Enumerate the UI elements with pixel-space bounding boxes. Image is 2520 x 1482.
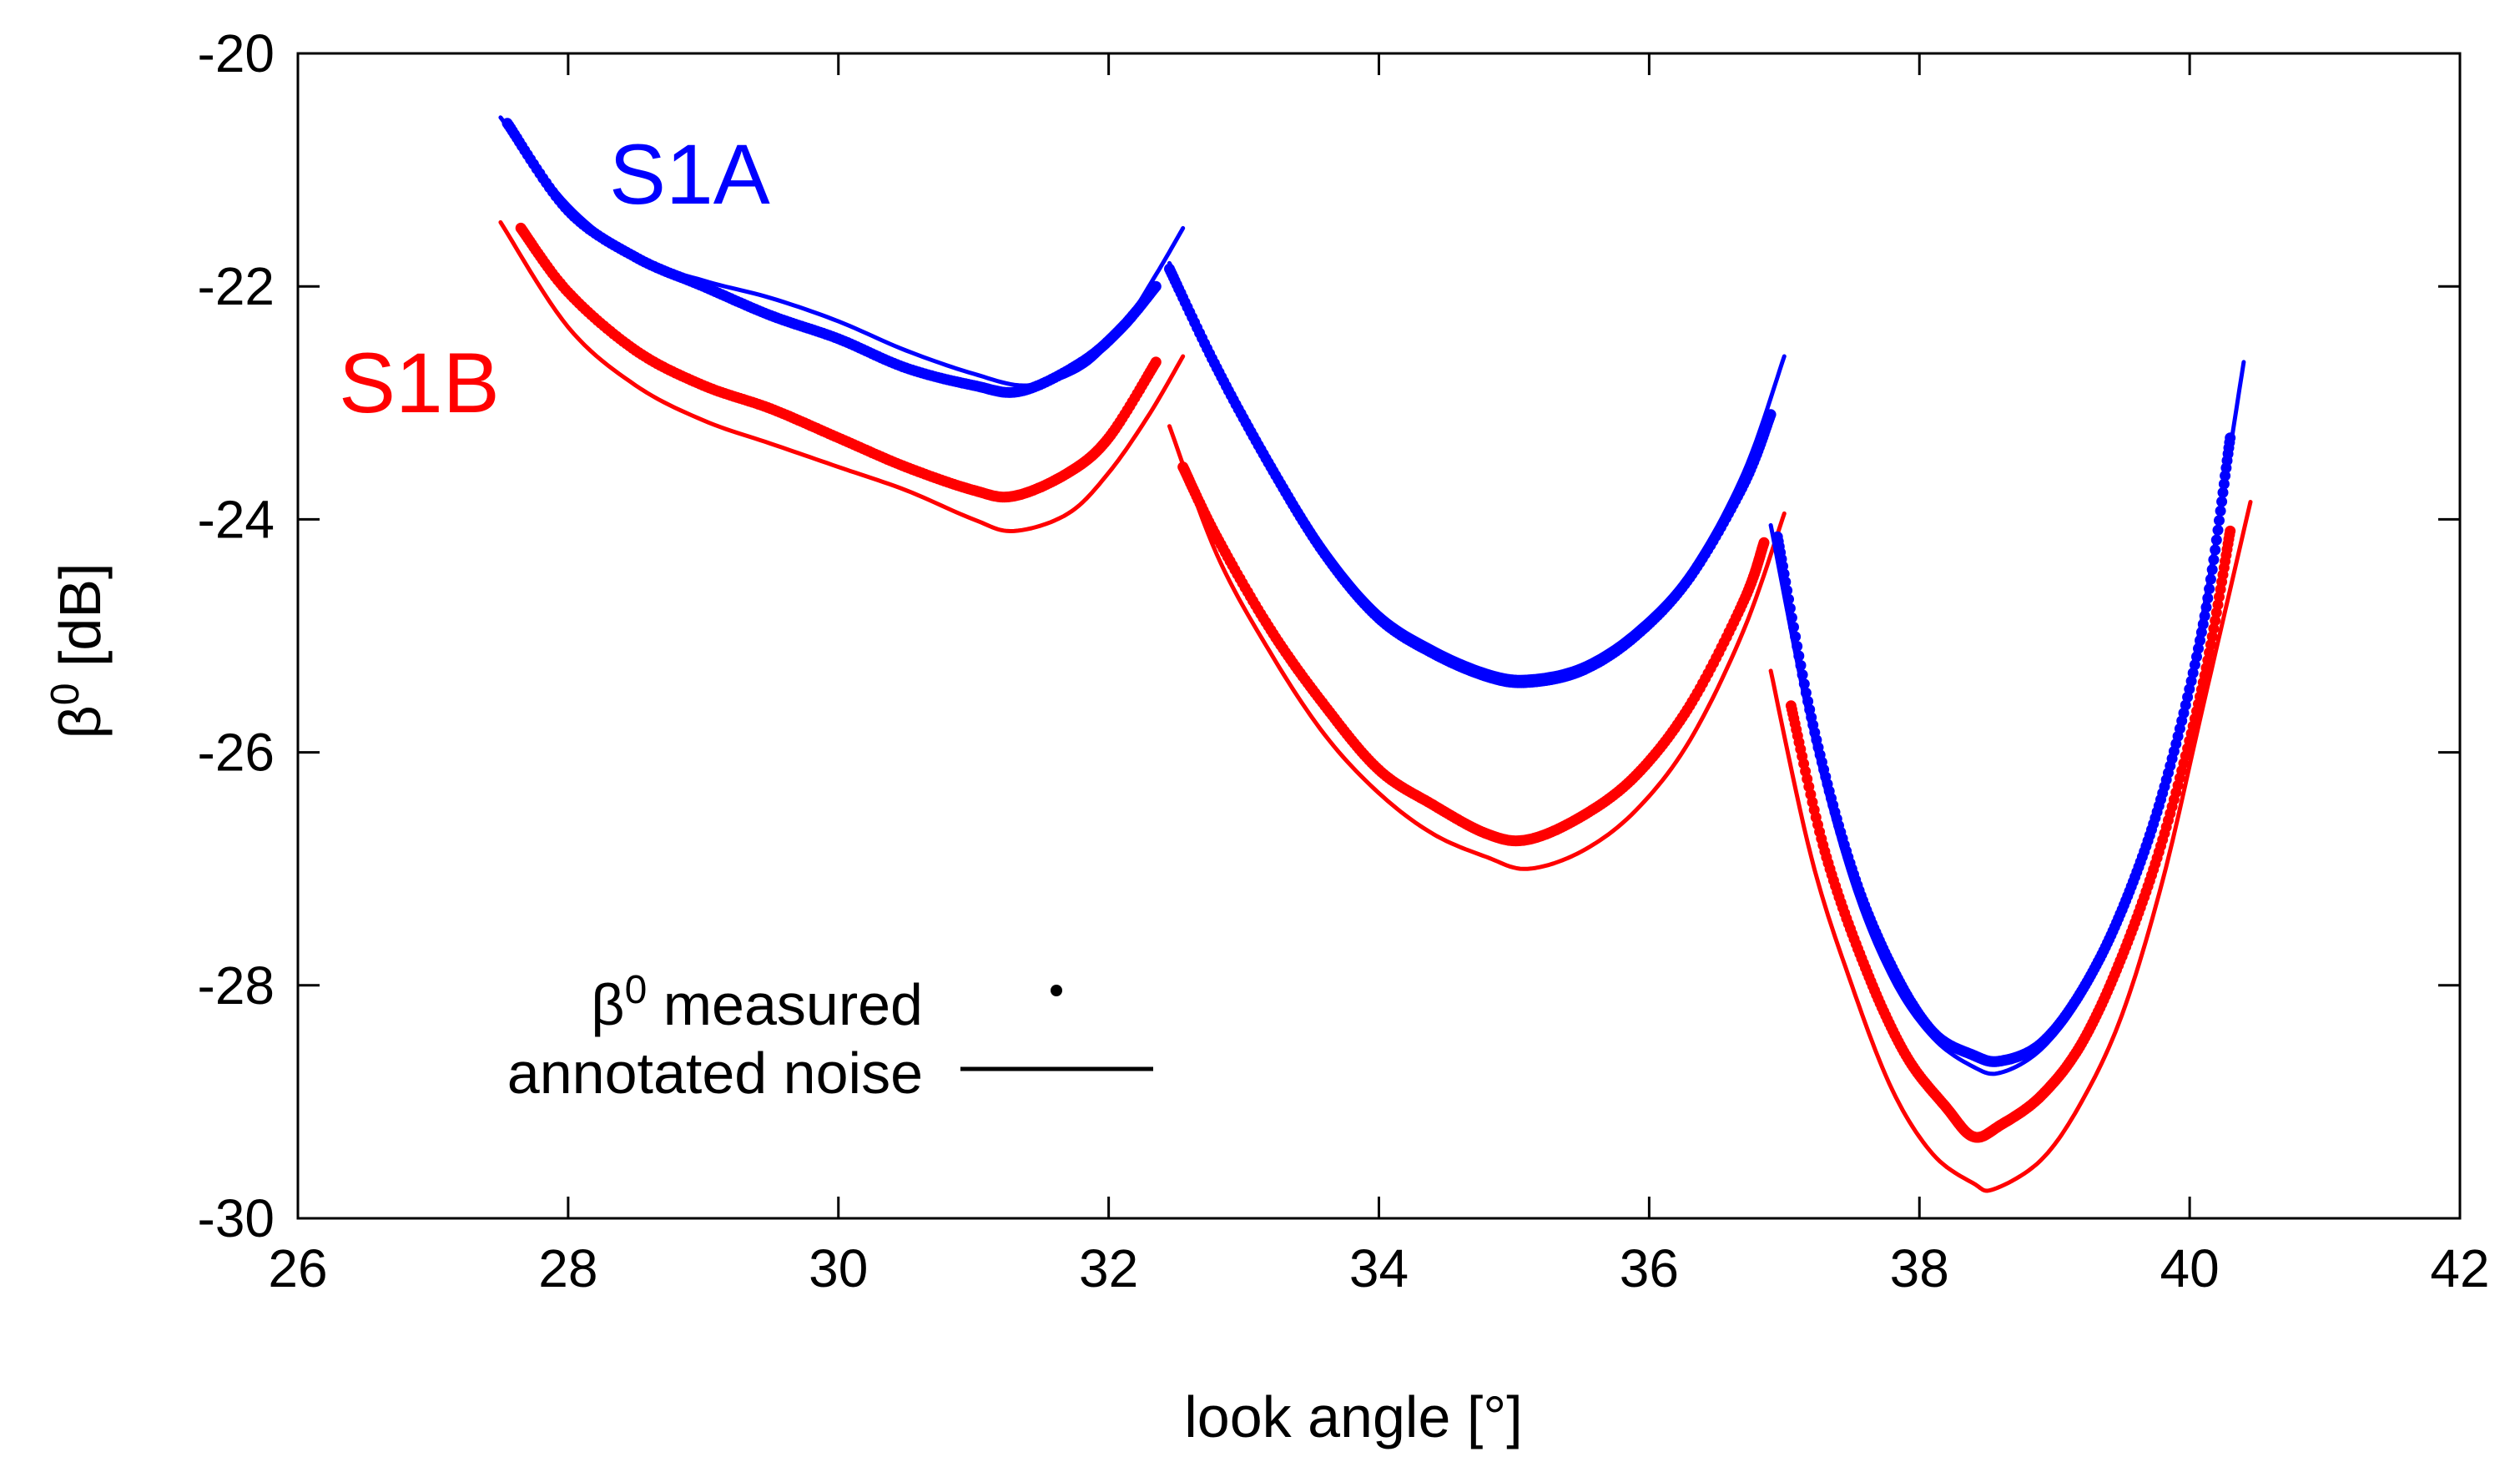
x-tick-label: 36 (1620, 1238, 1679, 1298)
x-tick-label: 42 (2430, 1238, 2489, 1298)
y-axis-title-unit: [dB] (48, 563, 113, 683)
x-axis-title: look angle [°] (1184, 1384, 1522, 1449)
measured-point (1793, 650, 1805, 662)
measured-point (2210, 615, 2221, 627)
measured-point (2208, 554, 2220, 566)
measured-point (1780, 576, 1792, 587)
legend-measured-label: β0 measured (591, 968, 923, 1038)
measured-point (2210, 544, 2221, 556)
measured-point (1788, 622, 1799, 633)
measured-point (2214, 515, 2225, 527)
measured-point (1792, 641, 1803, 652)
measured-point (2218, 478, 2230, 490)
measured-point (2210, 534, 2222, 546)
x-tick-label: 40 (2160, 1238, 2220, 1298)
measured-point (2200, 602, 2212, 613)
y-tick-label: -22 (198, 256, 275, 316)
measured-point (2189, 659, 2200, 671)
measured-point (2193, 643, 2204, 654)
noise-line-s1a-3 (1768, 360, 2246, 1076)
measured-point (2217, 486, 2229, 498)
y-tick-label: -20 (198, 23, 275, 83)
y-tick-label: -30 (198, 1188, 275, 1248)
legend-noise-label: annotated noise (507, 1041, 923, 1106)
measured-point (2187, 668, 2199, 678)
series-s1a (498, 115, 2246, 1076)
y-axis-title: β0 [dB] (43, 563, 113, 739)
y-axis-title-sup: 0 (43, 683, 88, 706)
y-tick-label: -24 (198, 489, 275, 549)
measured-point (2202, 592, 2214, 604)
legend-measured-sup: 0 (625, 968, 648, 1012)
measured-point (1778, 568, 1790, 580)
x-tick-label: 30 (809, 1238, 868, 1298)
y-tick-label: -28 (198, 955, 275, 1016)
legend-measured-text: measured (647, 972, 923, 1037)
measured-point (1798, 678, 1810, 690)
measured-point (1150, 280, 1162, 292)
measured-point (2206, 631, 2218, 643)
y-axis-title-symbol: β (48, 705, 113, 738)
measured-point (2199, 610, 2210, 622)
measured-point (2208, 623, 2220, 634)
measured-point (2205, 639, 2216, 650)
legend-measured-symbol: β (591, 972, 624, 1037)
tick-labels: 26 28 30 32 34 36 38 40 42 -20 -22 -24 -26 -28 -30 (198, 23, 2490, 1298)
measured-point (2205, 573, 2216, 585)
measured-point (1150, 356, 1162, 368)
series-s1b (498, 219, 2253, 1193)
measured-point (1784, 602, 1796, 614)
x-tick-label: 34 (1349, 1238, 1409, 1298)
measured-point (2204, 583, 2215, 595)
series-layer (498, 115, 2253, 1193)
measured-point (1786, 612, 1797, 623)
measured-point (1800, 687, 1812, 698)
measured-point (2216, 496, 2228, 507)
legend: β0 measured annotated noise (507, 968, 1153, 1106)
x-tick-label: 32 (1079, 1238, 1138, 1298)
measured-point (1790, 631, 1802, 643)
measured-point (2225, 525, 2236, 537)
x-tick-label: 26 (268, 1238, 327, 1298)
measured-point (2195, 635, 2205, 646)
y-tick-label: -26 (198, 723, 275, 783)
measured-point (2191, 651, 2202, 663)
measured-point (2185, 675, 2197, 687)
plot-frame (296, 52, 2462, 1220)
measured-point (1783, 593, 1794, 605)
noise-line-s1b-2 (1167, 424, 1787, 871)
measured-point (2225, 432, 2236, 444)
measured-point (2212, 524, 2224, 536)
measured-point (2206, 564, 2218, 576)
legend-measured-marker (1051, 985, 1062, 996)
measured-point (1765, 409, 1777, 421)
series-label-s1b: S1B (339, 335, 500, 431)
measured-point (1797, 669, 1808, 681)
x-tick-label: 28 (538, 1238, 597, 1298)
measured-point (2195, 627, 2207, 638)
x-tick-label: 38 (1890, 1238, 1949, 1298)
series-label-s1a: S1A (609, 127, 770, 222)
measured-point (2197, 618, 2209, 630)
measured-point (1802, 696, 1814, 707)
noise-line-s1b-1 (498, 219, 1186, 533)
noise-line-s1b-3 (1768, 500, 2253, 1193)
measured-point (1782, 585, 1793, 597)
measured-point (1758, 537, 1770, 548)
measured-point (2215, 505, 2226, 517)
measured-point (1795, 659, 1807, 671)
